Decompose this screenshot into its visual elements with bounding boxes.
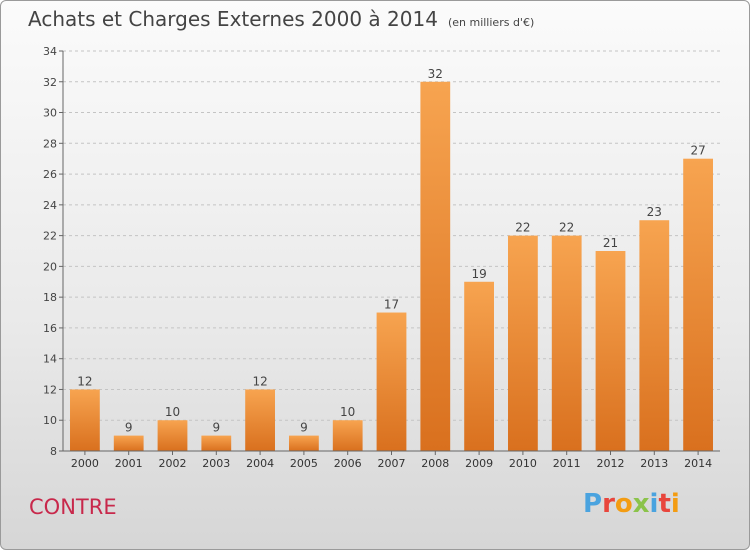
data-label: 21 — [603, 236, 618, 250]
x-tick-label: 2004 — [246, 457, 274, 470]
logo-letter: P — [583, 489, 603, 519]
data-label: 12 — [252, 374, 267, 388]
logo-letter: i — [649, 489, 659, 519]
logo-letter: x — [632, 489, 650, 519]
proxiti-logo[interactable]: Proxiti — [583, 489, 680, 519]
y-tick-label: 24 — [43, 199, 57, 212]
x-tick-label: 2011 — [553, 457, 581, 470]
x-tick-label: 2006 — [334, 457, 362, 470]
x-tick-label: 2000 — [71, 457, 99, 470]
data-label: 9 — [125, 421, 133, 435]
y-tick-label: 30 — [43, 107, 57, 120]
bar-2013[interactable] — [639, 220, 670, 451]
data-label: 12 — [77, 374, 92, 388]
y-tick-label: 26 — [43, 168, 57, 181]
x-tick-label: 2014 — [684, 457, 712, 470]
bar-2003[interactable] — [201, 435, 232, 451]
bar-2011[interactable] — [551, 235, 582, 451]
y-tick-label: 10 — [43, 414, 57, 427]
x-tick-label: 2003 — [202, 457, 230, 470]
data-label: 10 — [340, 405, 355, 419]
chart-subtitle: (en milliers d'€) — [447, 16, 535, 29]
bar-2005[interactable] — [289, 435, 319, 451]
bar-2008[interactable] — [420, 81, 451, 452]
x-tick-label: 2012 — [597, 457, 625, 470]
bar-2007[interactable] — [376, 312, 407, 451]
logo-letter: o — [614, 489, 633, 519]
y-tick-label: 28 — [43, 137, 57, 150]
bar-2002[interactable] — [157, 420, 188, 451]
x-axis: 2000 2001 2002 2003 2004 2005 2006 2007 2008 2009… — [63, 450, 720, 470]
y-tick-label: 14 — [43, 353, 57, 366]
data-label: 9 — [300, 421, 308, 435]
y-tick-label: 22 — [43, 230, 57, 243]
logo-letter: r — [602, 489, 615, 519]
x-tick-label: 2013 — [640, 457, 668, 470]
x-tick-label: 2005 — [290, 457, 318, 470]
y-tick-label: 32 — [43, 76, 57, 89]
data-label: 27 — [690, 144, 705, 158]
x-tick-label: 2007 — [378, 457, 406, 470]
data-label: 23 — [647, 205, 662, 219]
bar-2009[interactable] — [464, 281, 494, 451]
bar-2006[interactable] — [332, 420, 363, 451]
bar-2004[interactable] — [245, 389, 275, 451]
bar-2000[interactable] — [70, 389, 100, 451]
bar-2010[interactable] — [508, 235, 538, 451]
x-tick-label: 2010 — [509, 457, 537, 470]
data-label: 9 — [212, 421, 220, 435]
y-axis: 8 10 12 14 16 18 20 22 24 26 28 30 32 34 — [43, 45, 64, 458]
y-tick-label: 18 — [43, 291, 57, 304]
bars — [70, 81, 713, 452]
data-label: 17 — [384, 298, 399, 312]
y-tick-label: 8 — [50, 445, 57, 458]
x-tick-label: 2002 — [159, 457, 187, 470]
chart-title: Achats et Charges Externes 2000 à 2014 (e… — [28, 7, 534, 31]
logo-letter: i — [670, 489, 680, 519]
y-tick-label: 34 — [43, 45, 57, 58]
data-label: 10 — [165, 405, 180, 419]
data-label: 32 — [428, 67, 443, 81]
bar-2014[interactable] — [683, 158, 713, 451]
data-label: 22 — [559, 221, 574, 235]
x-tick-label: 2001 — [115, 457, 143, 470]
y-tick-label: 16 — [43, 322, 57, 335]
bar-2001[interactable] — [113, 435, 144, 451]
y-tick-label: 20 — [43, 260, 57, 273]
bar-2012[interactable] — [595, 251, 626, 451]
logo-letter: t — [658, 489, 671, 519]
title-text: Achats et Charges Externes 2000 à 2014 — [28, 7, 438, 31]
x-tick-label: 2008 — [421, 457, 449, 470]
data-label: 19 — [471, 267, 486, 281]
x-tick-label: 2009 — [465, 457, 493, 470]
data-labels: 12 9 10 9 12 9 10 17 32 19 22 22 21 23 27 — [77, 67, 705, 435]
commune-name: CONTRE — [29, 495, 117, 519]
y-tick-label: 12 — [43, 383, 57, 396]
data-label: 22 — [515, 221, 530, 235]
